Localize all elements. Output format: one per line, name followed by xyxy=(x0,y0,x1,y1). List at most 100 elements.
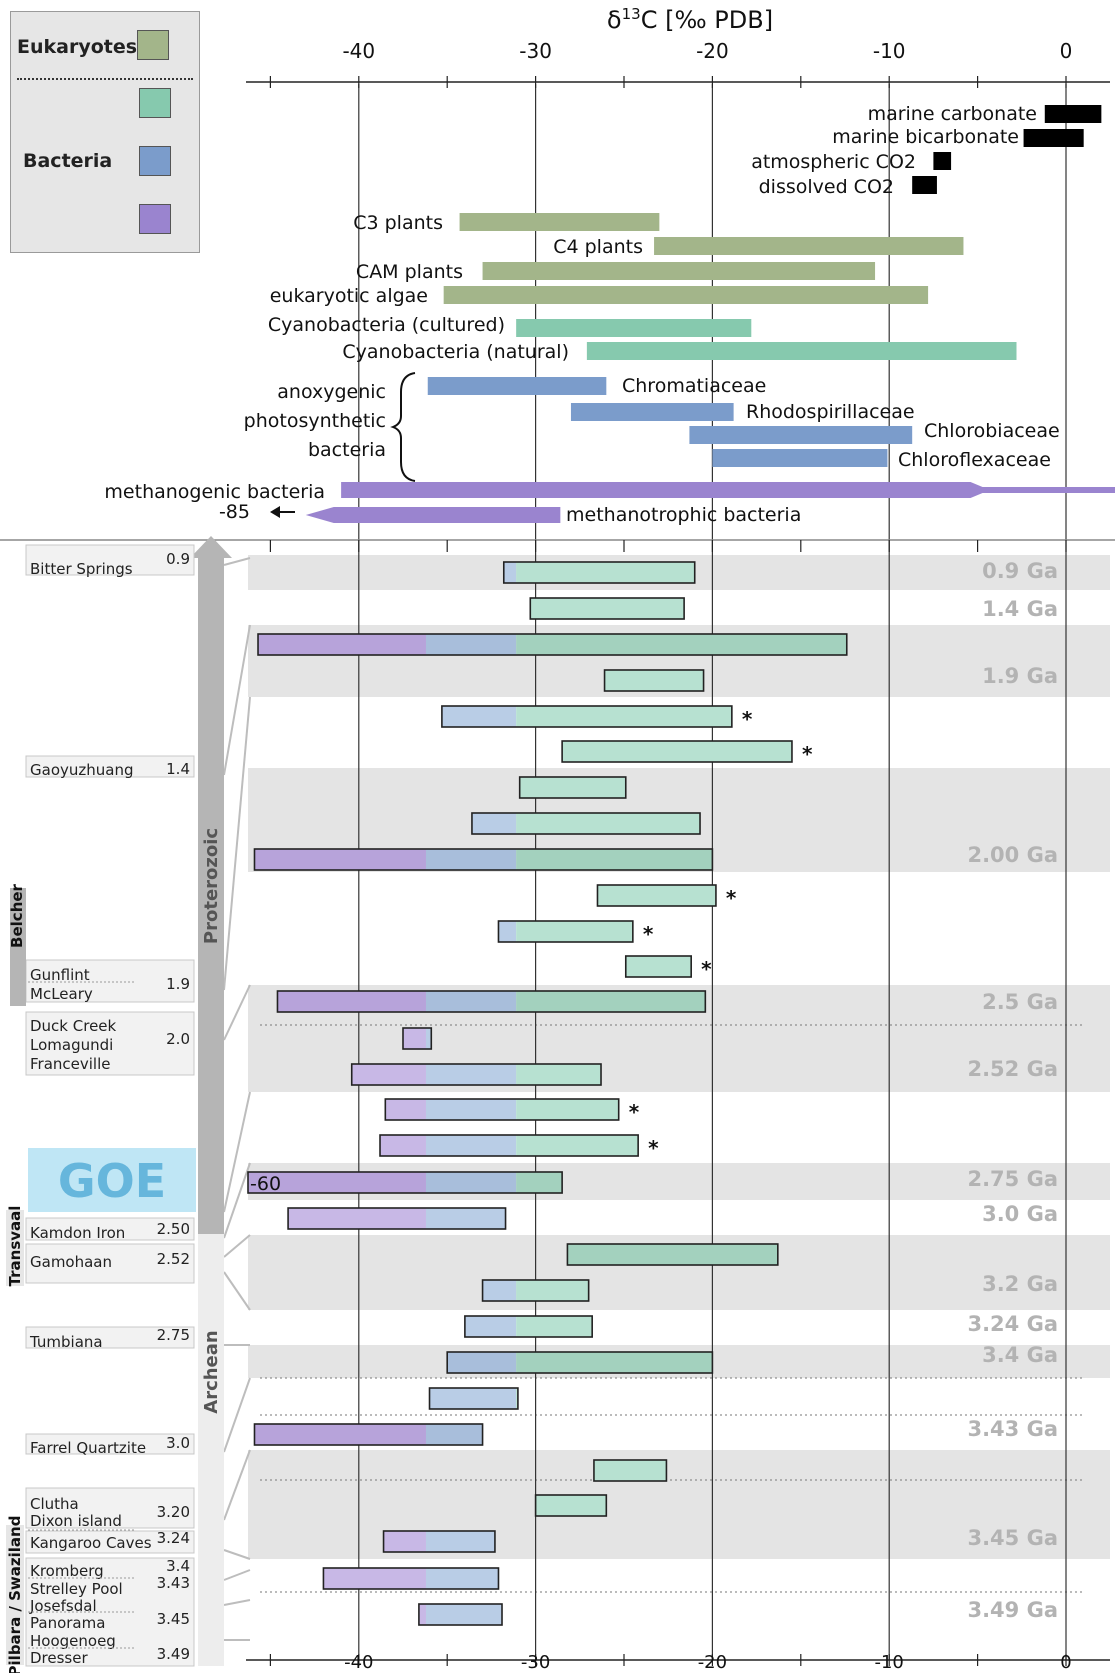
methanotrophic-bar xyxy=(305,507,561,523)
formation-age: 0.9 xyxy=(166,550,190,568)
formation-name: Duck Creek xyxy=(30,1017,117,1035)
sample-segment xyxy=(516,1388,518,1409)
formation-name: Dresser xyxy=(30,1649,88,1667)
formation-name: Clutha xyxy=(30,1495,79,1513)
sample-segment xyxy=(425,1064,517,1085)
x-axis-tick-label-bottom: -20 xyxy=(698,1652,727,1673)
sample-segment xyxy=(625,956,692,977)
sample-segment xyxy=(516,813,701,834)
connector-line xyxy=(223,984,251,1041)
formation-name: McLeary xyxy=(30,985,93,1003)
sample-range xyxy=(253,1423,484,1446)
legend-swatch-methanogenic xyxy=(139,204,171,234)
age-band-label: 3.45 Ga xyxy=(967,1526,1058,1550)
formation-name: Franceville xyxy=(30,1055,111,1073)
sample-segment xyxy=(516,1316,593,1337)
sample-segment xyxy=(503,562,517,583)
reference-bar xyxy=(654,237,964,255)
sample-bar-outline xyxy=(497,920,634,943)
reference-label: C3 plants xyxy=(353,212,443,234)
sample-segment xyxy=(597,885,716,906)
formation-row-box xyxy=(25,544,195,576)
sample-bar-outline xyxy=(566,1243,779,1266)
age-band-label: 3.4 Ga xyxy=(982,1343,1058,1367)
sample-range xyxy=(287,1207,507,1230)
sample-segment xyxy=(516,1172,563,1193)
formation-age: 2.50 xyxy=(157,1220,190,1238)
formation-row-box xyxy=(25,1217,195,1241)
sample-asterisk: * xyxy=(802,742,813,766)
sample-segment xyxy=(258,634,426,655)
formation-name: Josefsdal xyxy=(29,1597,97,1615)
formation-name: Dixon island xyxy=(30,1512,122,1530)
formation-name: Gaoyuzhuang xyxy=(30,761,133,779)
sample-segment xyxy=(425,1028,432,1049)
x-axis-tick-label-bottom: 0 xyxy=(1060,1652,1071,1673)
formation-name: Bitter Springs xyxy=(30,560,133,578)
sample-segment xyxy=(425,1208,506,1229)
connector-line xyxy=(223,696,251,991)
age-band-label: 3.43 Ga xyxy=(967,1417,1058,1441)
sample-segment xyxy=(425,1604,503,1625)
reference-bar xyxy=(712,449,888,467)
sample-segment xyxy=(323,1568,426,1589)
x-axis-tick-label-bottom: -40 xyxy=(344,1652,373,1673)
methanotroph-extent-label: -85 xyxy=(219,501,250,523)
reference-range: Chlorobiaceae xyxy=(689,420,1060,444)
sample-segment xyxy=(471,813,517,834)
reference-bar xyxy=(427,377,607,395)
age-band-label: 0.9 Ga xyxy=(982,559,1058,583)
reference-label: Chloroflexaceae xyxy=(898,449,1051,471)
formation-row-box xyxy=(25,959,195,1003)
sample-bar-outline xyxy=(502,561,696,584)
sample-segment xyxy=(516,634,847,655)
age-band-label: 1.9 Ga xyxy=(982,664,1058,688)
formation-age: 3.24 xyxy=(157,1529,190,1547)
formation-name: Kangaroo Caves xyxy=(30,1534,152,1552)
sample-segment xyxy=(516,1135,639,1156)
group-bar-transvaal xyxy=(6,1210,24,1286)
sample-bar-outline xyxy=(418,1603,503,1626)
reference-bar xyxy=(570,403,734,421)
formation-age: 3.49 xyxy=(157,1645,190,1663)
sample-range: * xyxy=(624,955,712,981)
legend-swatch-eukaryotes xyxy=(137,30,169,60)
reference-range: C4 plants xyxy=(553,236,964,258)
formation-age: 3.43 xyxy=(157,1574,190,1592)
sample-bar-outline xyxy=(518,776,627,799)
sample-segment xyxy=(385,1099,426,1120)
reference-label: dissolved CO2 xyxy=(759,176,894,198)
reference-range: C3 plants xyxy=(353,212,660,234)
reference-range: Cyanobacteria (natural) xyxy=(342,341,1017,363)
sample-segment xyxy=(530,598,685,619)
sample-range xyxy=(446,1351,714,1374)
group-label-belcher: Belcher xyxy=(8,883,26,947)
sample-range: -60 xyxy=(247,1171,563,1195)
formation-row-box xyxy=(25,1326,195,1349)
sample-bar-outline xyxy=(402,1027,433,1050)
reference-label: CAM plants xyxy=(356,261,463,283)
sample-segment xyxy=(519,777,626,798)
formation-row-box xyxy=(25,1011,195,1076)
reference-bar xyxy=(1044,105,1102,123)
sample-segment xyxy=(425,1424,483,1445)
sample-range xyxy=(529,597,685,620)
reference-range: Chromatiaceae xyxy=(427,375,766,397)
sample-bar-outline xyxy=(379,1134,639,1157)
reference-label: methanogenic bacteria xyxy=(104,481,325,503)
sample-range xyxy=(322,1567,500,1590)
sample-segment xyxy=(593,1460,667,1481)
formation-name: Tumbiana xyxy=(29,1333,103,1351)
sample-range xyxy=(471,812,701,835)
sample-bar-outline xyxy=(253,848,714,871)
formation-name: Farrel Quartzite xyxy=(30,1439,146,1457)
sample-range xyxy=(428,1387,519,1410)
reference-label: marine bicarbonate xyxy=(832,126,1019,148)
formation-age: 1.9 xyxy=(166,975,190,993)
legend-bacteria-label: Bacteria xyxy=(23,150,113,172)
connector-line xyxy=(223,1271,251,1311)
sample-segment xyxy=(447,1352,517,1373)
sample-asterisk: * xyxy=(726,886,737,910)
extent-arrow-head xyxy=(270,506,280,518)
formation-row-box xyxy=(25,1530,195,1554)
